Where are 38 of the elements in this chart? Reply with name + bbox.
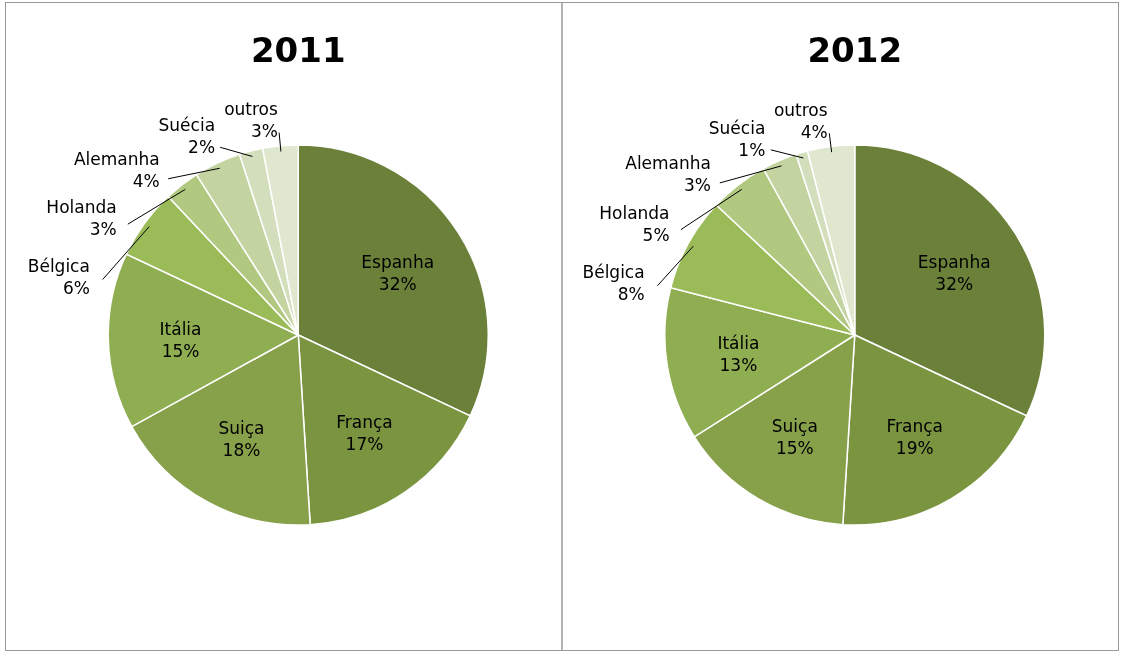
slice-label: Alemanha (625, 152, 712, 173)
slice-label: França (336, 412, 393, 433)
data-label: 3% (684, 174, 712, 195)
slice-label: Suiça (771, 416, 818, 437)
slice-label: França (886, 416, 943, 437)
chart-title: 2011 (250, 30, 346, 70)
data-label: 8% (617, 284, 645, 305)
slice-label: Itália (717, 333, 760, 354)
slice-label: Bélgica (27, 255, 90, 276)
data-label: 1% (738, 139, 766, 160)
data-label: 3% (250, 121, 278, 142)
slice-label: Holanda (46, 196, 117, 217)
data-label: 6% (62, 277, 90, 298)
slice-label: Holanda (599, 202, 670, 223)
data-label: 18% (222, 440, 261, 461)
slice-label: Itália (159, 318, 202, 339)
slice-label: Alemanha (73, 148, 160, 169)
slice-label: outros (773, 100, 828, 121)
data-label: 5% (642, 224, 670, 245)
chart-title: 2012 (807, 30, 903, 70)
data-label: 17% (345, 434, 384, 455)
slice-label: Suécia (708, 117, 766, 138)
data-label: 13% (719, 355, 758, 376)
data-label: 32% (378, 273, 417, 294)
data-label: 32% (935, 273, 974, 294)
data-label: 2% (188, 137, 216, 158)
data-label: 19% (895, 438, 934, 459)
slice-label: Espanha (361, 251, 435, 272)
slice-label: Suiça (218, 418, 265, 439)
slice-label: Bélgica (582, 262, 645, 283)
slice-label: outros (224, 99, 278, 120)
slice-label: Espanha (917, 251, 991, 272)
data-label: 15% (161, 340, 200, 361)
data-label: 4% (132, 170, 160, 191)
data-label: 15% (775, 438, 814, 459)
slice-label: Suécia (158, 115, 216, 136)
data-label: 4% (800, 122, 828, 143)
data-label: 3% (89, 218, 117, 239)
